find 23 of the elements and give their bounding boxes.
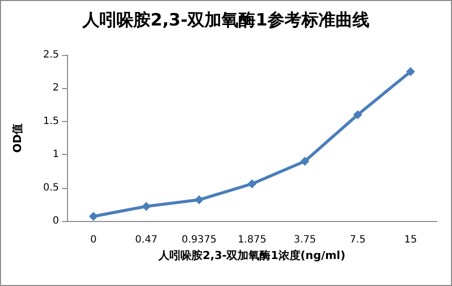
x-tick-label: 7.5 [350, 234, 366, 246]
x-axis-title: 人吲哚胺2,3-双加氧酶1浓度(ng/ml) [158, 248, 346, 262]
y-axis-title: OD值 [11, 123, 24, 153]
y-tick-label: 1 [52, 149, 59, 160]
x-tick-label: 15 [404, 234, 417, 246]
point [142, 202, 151, 211]
y-tick-label: 1.5 [43, 116, 59, 127]
point [88, 212, 98, 221]
y-tick-label: 2 [52, 82, 59, 94]
point [248, 179, 256, 188]
x-tick-label: 0 [90, 234, 97, 246]
chart-title: 人吲哚胺2,3-双加氧酶1参考标准曲线 [82, 10, 370, 30]
x-tick-label: 0.47 [135, 234, 158, 246]
x-tick-label: 3.75 [294, 234, 316, 246]
y-tick-label: 0 [52, 216, 59, 226]
point [406, 67, 416, 76]
point [194, 195, 204, 204]
point [353, 110, 362, 120]
point [300, 156, 310, 166]
x-tick-label: 0.9375 [182, 234, 217, 246]
x-tick-label: 1.875 [238, 234, 266, 246]
y-tick-label: 0.5 [43, 182, 59, 194]
y-tick-label: 2.5 [43, 50, 59, 60]
